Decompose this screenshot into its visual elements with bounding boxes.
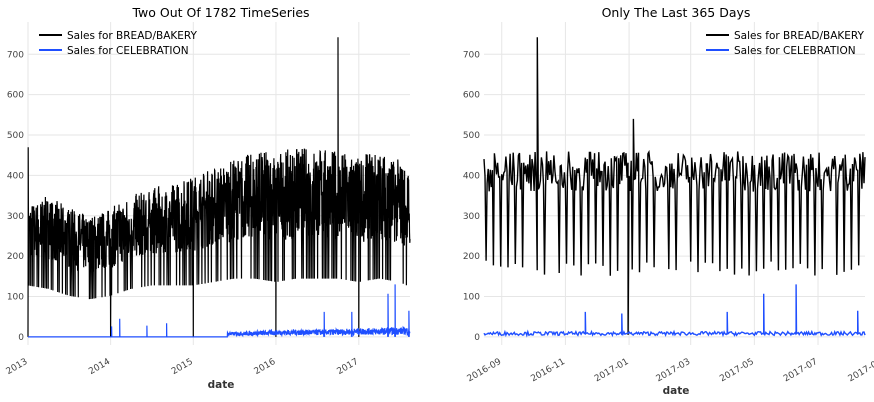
x-ticks-right: 2016-09 2016-11 2017-01 2017-03 2017-05 2017-…	[466, 357, 874, 385]
x-tick-label: 2013	[5, 357, 30, 377]
x-axis-label-left: date	[208, 379, 235, 391]
y-tick-label: 200	[7, 252, 24, 262]
legend-right: Sales for BREAD/BAKERY Sales for CELEBRA…	[706, 30, 865, 57]
x-tick-label: 2014	[87, 357, 112, 377]
y-tick-label: 200	[463, 252, 480, 262]
y-ticks-right: 0 100 200 300 400 500 600 700	[463, 50, 480, 343]
x-tick-label: 2016	[253, 357, 278, 377]
x-axis-label-right: date	[663, 385, 690, 397]
chart-left: Two Out Of 1782 TimeSeries 0 100 200 300 400…	[5, 5, 411, 391]
y-ticks-left: 0 100 200 300 400 500 600 700	[7, 50, 24, 343]
y-tick-label: 700	[463, 50, 480, 60]
x-tick-label: 2017-03	[655, 357, 693, 384]
series-bread-bakery-left	[27, 37, 411, 337]
y-tick-label: 600	[463, 91, 480, 101]
x-tick-label: 2017	[335, 357, 360, 377]
y-tick-label: 700	[7, 50, 24, 60]
y-tick-label: 500	[463, 131, 480, 141]
series-celebration-right	[483, 284, 866, 338]
y-tick-label: 600	[7, 91, 24, 101]
y-tick-label: 100	[463, 293, 480, 303]
chart-right: Only The Last 365 Days 0 100 200 300 400 500 6…	[463, 5, 874, 397]
series-celebration-left	[28, 284, 411, 338]
y-tick-label: 300	[7, 212, 24, 222]
legend-left: Sales for BREAD/BAKERY Sales for CELEBRA…	[39, 30, 198, 57]
legend-label-celebration-left: Sales for CELEBRATION	[67, 45, 189, 57]
x-tick-label: 2017-07	[782, 357, 820, 384]
chart-title-right: Only The Last 365 Days	[602, 5, 751, 20]
y-tick-label: 400	[463, 171, 480, 181]
x-tick-label: 2017-05	[718, 357, 756, 384]
legend-label-bread-right: Sales for BREAD/BAKERY	[734, 30, 865, 42]
x-tick-label: 2017-09	[847, 357, 874, 385]
x-tick-label: 2016-09	[466, 357, 504, 385]
y-tick-label: 0	[18, 333, 24, 343]
legend-label-bread-left: Sales for BREAD/BAKERY	[67, 30, 198, 42]
x-tick-label: 2015	[170, 357, 195, 377]
y-tick-label: 0	[474, 333, 480, 343]
series-bread-bakery-right	[483, 37, 866, 335]
y-tick-label: 300	[463, 212, 480, 222]
legend-label-celebration-right: Sales for CELEBRATION	[734, 45, 856, 57]
y-tick-label: 400	[7, 171, 24, 181]
y-tick-label: 500	[7, 131, 24, 141]
y-tick-label: 100	[7, 293, 24, 303]
x-ticks-left: 2013 2014 2015 2016 2017	[5, 357, 361, 377]
chart-title-left: Two Out Of 1782 TimeSeries	[131, 5, 309, 20]
x-tick-label: 2017-01	[593, 357, 631, 384]
x-tick-label: 2016-11	[529, 357, 567, 384]
